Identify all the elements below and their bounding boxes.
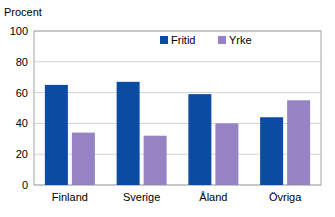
y-axis-title: Procent (4, 6, 42, 18)
legend-swatch (218, 36, 226, 44)
x-tick-label: Övriga (269, 191, 302, 203)
y-tick-label: 100 (10, 25, 28, 37)
bar (260, 117, 283, 185)
legend-swatch (160, 36, 168, 44)
bar (144, 136, 167, 185)
grid-line (34, 92, 321, 93)
legend-label: Fritid (171, 34, 195, 46)
x-tick-label: Finland (52, 191, 88, 203)
bar (188, 94, 211, 185)
x-tick-label: Sverige (123, 191, 160, 203)
bars (45, 82, 310, 185)
legend-label: Yrke (229, 34, 252, 46)
y-tick-label: 80 (16, 56, 28, 68)
chart-root: Procent 0 20 40 60 80 100 Finland Sverige Åland Öv… (0, 0, 335, 217)
bar (72, 133, 95, 185)
bar (117, 82, 140, 185)
y-tick-label: 20 (16, 148, 28, 160)
y-tick-label: 60 (16, 87, 28, 99)
y-tick-label: 0 (22, 179, 28, 191)
bar (45, 85, 68, 185)
grid-line (34, 61, 321, 62)
plot-frame (34, 31, 321, 185)
y-tick-label: 40 (16, 117, 28, 129)
bar (287, 100, 310, 185)
x-tick-label: Åland (199, 191, 227, 203)
bar (215, 123, 238, 185)
chart-svg: Procent 0 20 40 60 80 100 Finland Sverige Åland Öv… (0, 0, 335, 217)
